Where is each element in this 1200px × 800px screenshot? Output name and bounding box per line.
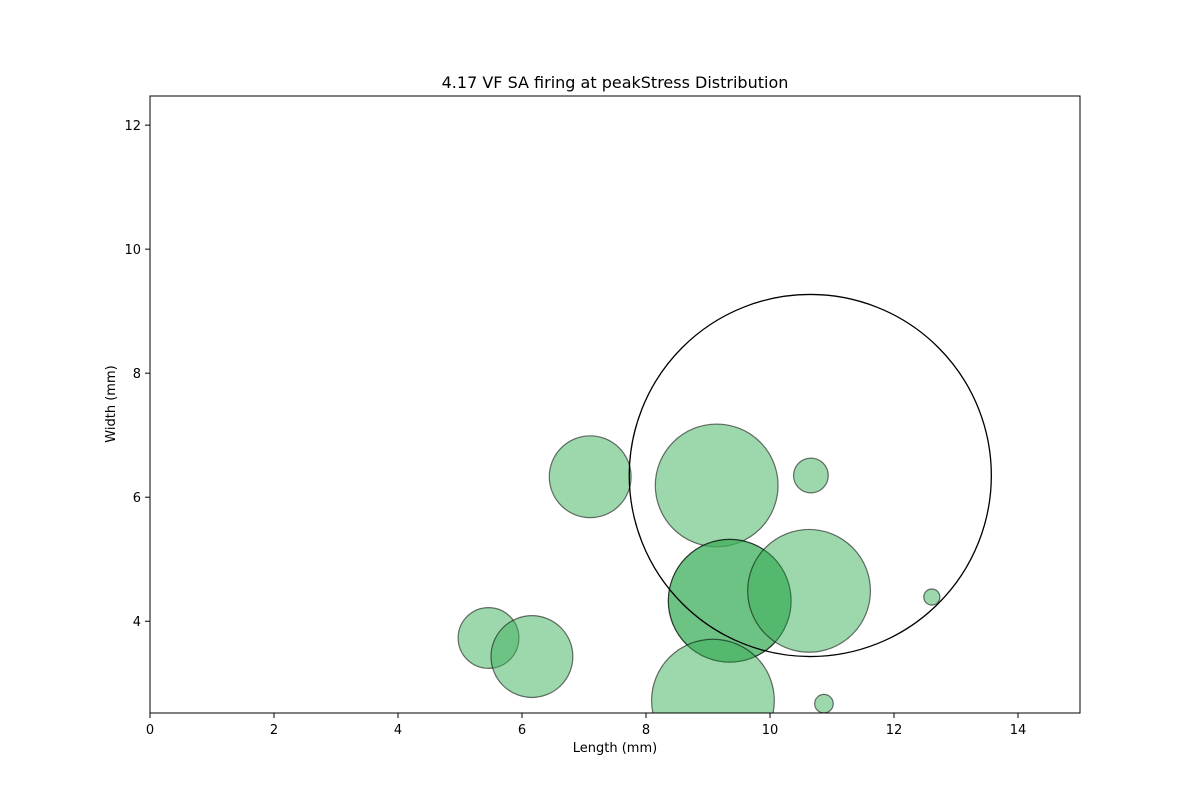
plot-marks <box>457 293 992 713</box>
data-point-6 <box>747 528 872 653</box>
x-tick-label: 14 <box>1010 723 1027 738</box>
x-tick-label: 0 <box>146 723 154 738</box>
outline-circle <box>628 293 992 658</box>
x-tick-label: 12 <box>886 723 903 738</box>
y-tick-label: 6 <box>133 491 141 506</box>
y-tick-label: 8 <box>133 367 141 382</box>
data-point-11 <box>814 693 834 713</box>
x-axis-label: Length (mm) <box>573 741 657 756</box>
data-point-10 <box>650 638 775 713</box>
x-tick-label: 6 <box>518 723 526 738</box>
plot-frame <box>149 95 1081 714</box>
y-tick-label: 4 <box>133 615 141 630</box>
y-axis: 4 6 8 10 12 <box>124 119 150 630</box>
y-axis-label: Width (mm) <box>104 365 119 442</box>
x-tick-label: 4 <box>394 723 402 738</box>
data-point-2 <box>654 423 779 548</box>
x-tick-label: 10 <box>762 723 779 738</box>
data-point-1 <box>548 435 632 519</box>
chart-title: 4.17 VF SA firing at peakStress Distribu… <box>442 73 789 92</box>
y-tick-label: 12 <box>124 119 141 134</box>
data-point-9 <box>490 615 574 699</box>
x-axis: 0 2 4 6 8 10 12 14 <box>146 713 1026 738</box>
x-tick-label: 8 <box>642 723 650 738</box>
data-point-3 <box>792 457 829 494</box>
x-tick-label: 2 <box>270 723 278 738</box>
y-tick-label: 10 <box>124 243 141 258</box>
data-point-7 <box>923 588 941 606</box>
